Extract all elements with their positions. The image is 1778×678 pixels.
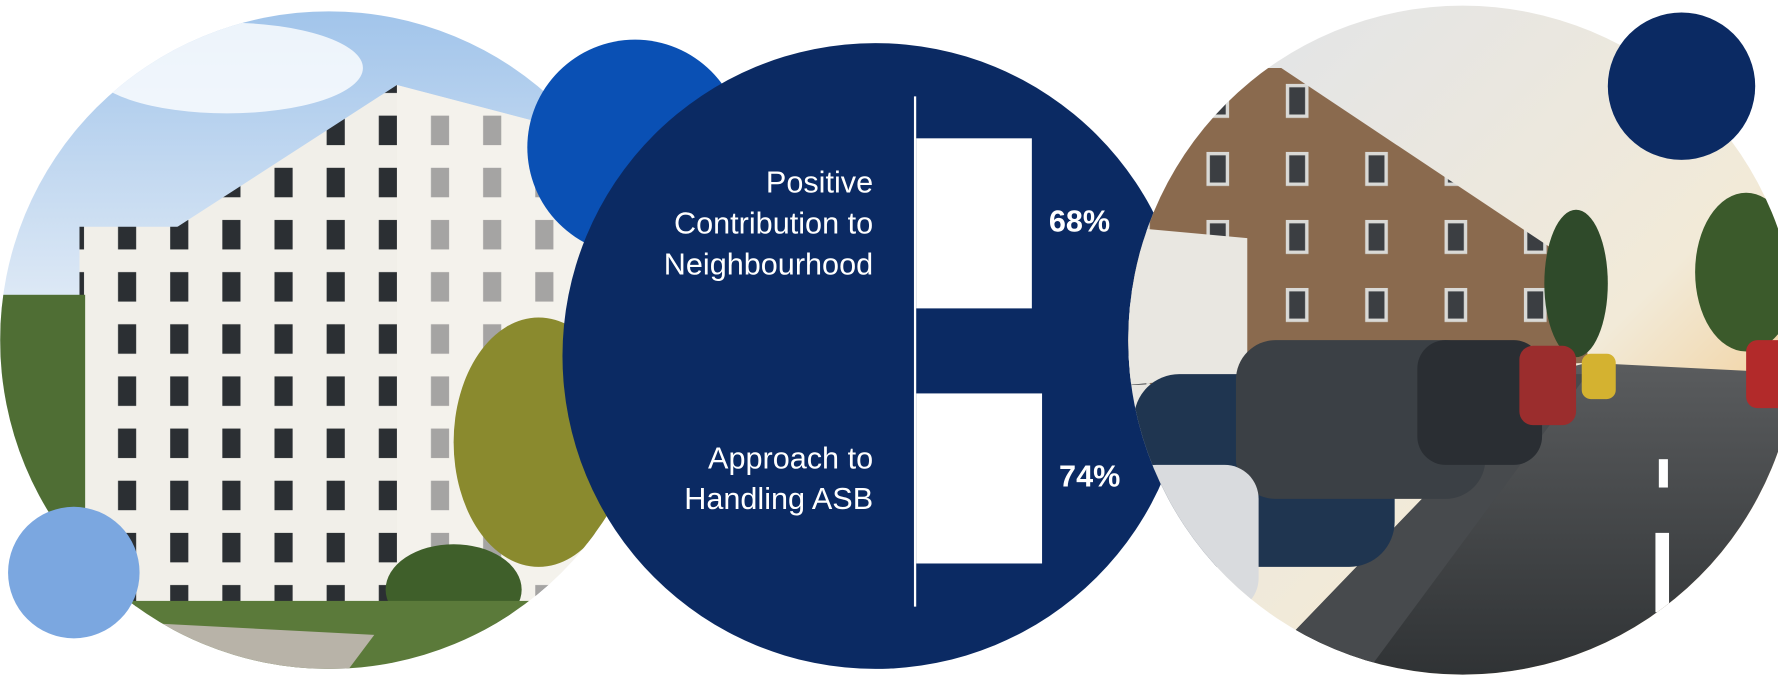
decor-circle — [8, 506, 140, 639]
category-label: Positive Contribution to Neighbourhood — [635, 138, 873, 308]
street-photo — [1128, 5, 1778, 675]
category-label-box: Positive Contribution to Neighbourhood — [635, 138, 873, 308]
bar — [916, 138, 1032, 309]
chart-circle — [562, 43, 1189, 669]
value-label: 74% — [1059, 460, 1120, 494]
category-text: Positive Contribution to Neighbourhood — [663, 165, 874, 282]
category-label-box: Approach to Handling ASB — [635, 393, 873, 563]
value-label: 68% — [1049, 204, 1110, 238]
category-text: Approach to Handling ASB — [684, 441, 874, 516]
bar — [916, 393, 1043, 564]
decor-circle — [1607, 12, 1756, 160]
category-label: Approach to Handling ASB — [635, 393, 873, 563]
